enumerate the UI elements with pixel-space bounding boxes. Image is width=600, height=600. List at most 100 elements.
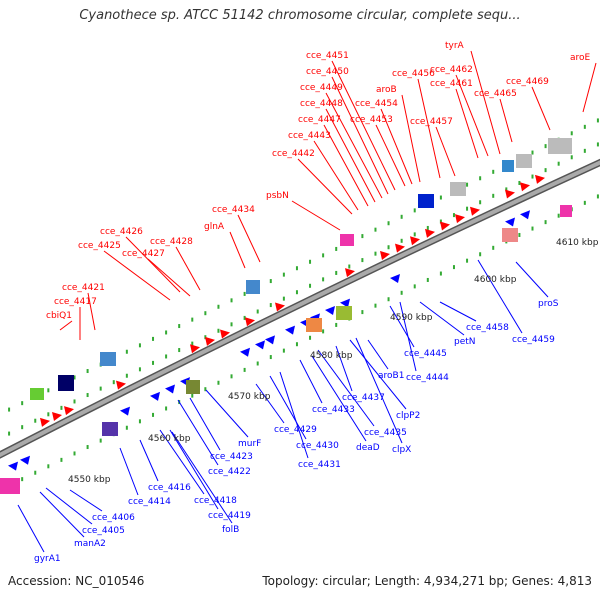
tick-mid [86, 393, 89, 398]
gene-label-forward: cce_4405 [82, 526, 125, 536]
gene-label-forward: cce_4406 [92, 513, 135, 523]
ruler-label: 4570 kbp [228, 392, 271, 402]
label-leader [515, 261, 549, 298]
gene-label-reverse: tyrA [445, 41, 465, 51]
map-title: Cyanothece sp. ATCC 51142 chromosome cir… [79, 8, 521, 23]
gene-block [502, 160, 514, 172]
gene-label-forward: proS [538, 299, 559, 309]
tick-outer [492, 169, 495, 174]
ruler-label: 4600 kbp [474, 275, 517, 285]
label-leader [470, 50, 501, 155]
gene-label-reverse: cce_4427 [122, 249, 165, 259]
tick-inner [86, 445, 89, 450]
label-leader [17, 504, 45, 553]
forward-gene-arrow [220, 329, 230, 339]
reverse-gene-arrow [240, 347, 250, 357]
gene-block [450, 182, 466, 196]
gene-block [0, 478, 20, 494]
gene-label-reverse: cce_4443 [288, 131, 331, 141]
gene-label-forward: petN [454, 337, 476, 347]
label-leader [435, 126, 456, 177]
forward-gene-arrow [116, 380, 126, 390]
backbone-line [0, 160, 600, 458]
forward-gene-arrow [190, 344, 200, 354]
tick-mid [99, 386, 102, 391]
forward-gene-arrow [395, 243, 405, 253]
label-leader [439, 301, 477, 322]
tick-outer [387, 221, 390, 226]
reverse-gene-arrow [265, 335, 275, 345]
gene-label-forward: cce_4419 [208, 511, 251, 521]
tick-inner [400, 290, 403, 295]
forward-gene-arrow [535, 174, 545, 184]
label-leader [477, 259, 523, 334]
reverse-gene-arrow [120, 406, 130, 416]
tick-inner [557, 213, 560, 218]
label-leader [39, 491, 85, 538]
gene-block [30, 388, 44, 400]
gene-label-reverse: cce_4451 [306, 51, 349, 61]
label-leader [103, 250, 171, 301]
gene-label-reverse: cbiQ1 [46, 311, 72, 321]
gene-label-forward: cce_4416 [148, 483, 191, 493]
label-leader [325, 108, 376, 203]
tick-mid [479, 200, 482, 205]
tick-mid [60, 405, 63, 410]
tick-outer [191, 317, 194, 322]
reverse-gene-arrow [8, 461, 18, 471]
ruler-label: 4550 kbp [68, 475, 111, 485]
tick-mid [348, 264, 351, 269]
label-leader [417, 78, 441, 179]
tick-mid [21, 425, 24, 430]
tick-inner [335, 322, 338, 327]
accession-text: Accession: NC_010546 [8, 574, 145, 588]
tick-inner [374, 303, 377, 308]
gene-label-forward: manA2 [74, 539, 106, 549]
gene-label-forward: cce_4458 [466, 323, 509, 333]
label-leader [69, 489, 103, 512]
tick-inner [387, 297, 390, 302]
label-leader [299, 359, 323, 404]
ruler-label: 4580 kbp [310, 351, 353, 361]
label-leader [139, 439, 159, 482]
forward-gene-arrow [64, 406, 74, 416]
gene-label-reverse: cce_4461 [430, 79, 473, 89]
tick-outer [269, 279, 272, 284]
gene-label-reverse: cce_4447 [298, 115, 341, 125]
ruler-label: 4560 kbp [148, 434, 191, 444]
label-leader [311, 355, 367, 442]
tick-mid [295, 290, 298, 295]
forward-gene-arrow [425, 228, 435, 238]
tick-mid [217, 328, 220, 333]
tick-inner [269, 355, 272, 360]
tick-inner [138, 419, 141, 424]
label-leader [355, 337, 403, 444]
tick-mid [374, 251, 377, 256]
label-leader [59, 320, 73, 331]
gene-label-reverse: aroE [570, 53, 591, 63]
label-leader [189, 397, 221, 451]
gene-label-forward: cce_4414 [128, 497, 171, 507]
tick-outer [295, 266, 298, 271]
gene-label-forward: cce_4445 [404, 349, 447, 359]
gene-label-reverse: cce_4426 [100, 227, 143, 237]
gene-block [548, 138, 572, 154]
label-leader [175, 246, 201, 291]
label-leader [125, 236, 181, 293]
forward-gene-arrow [470, 206, 480, 216]
tick-mid [47, 412, 50, 417]
gene-label-forward: cce_4437 [342, 393, 385, 403]
tick-inner [125, 425, 128, 430]
tick-inner [73, 451, 76, 456]
tick-mid [335, 270, 338, 275]
tick-mid [413, 232, 416, 237]
tick-outer [596, 118, 599, 123]
gene-label-forward: deaD [356, 443, 380, 453]
tick-inner [544, 220, 547, 225]
tick-inner [452, 265, 455, 270]
reverse-gene-arrow [255, 340, 265, 350]
forward-gene-arrow [245, 317, 255, 327]
tick-mid [282, 296, 285, 301]
ruler-label: 4610 kbp [556, 238, 599, 248]
tick-outer [309, 259, 312, 264]
